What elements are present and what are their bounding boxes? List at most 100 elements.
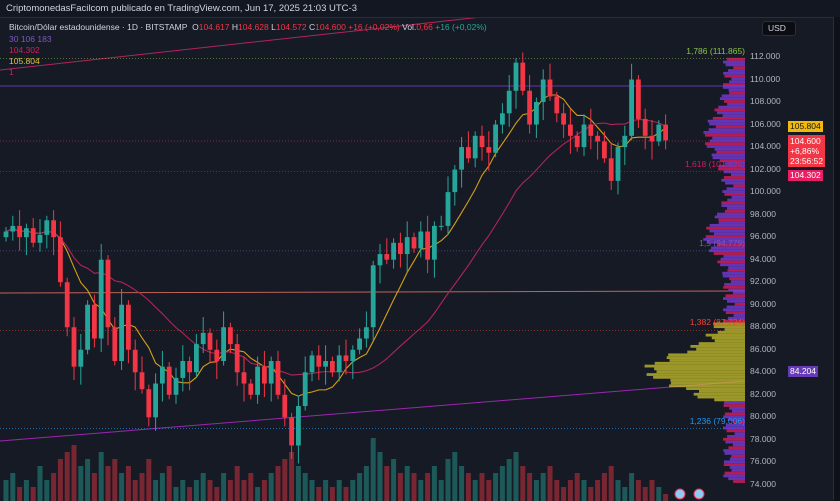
- volume-bar: [200, 473, 206, 501]
- candle-body: [629, 79, 634, 136]
- candle-body: [132, 349, 138, 373]
- volume-profile-bar: [733, 420, 745, 424]
- volume-bar: [363, 466, 369, 501]
- symbol-title[interactable]: Bitcoin/Dólar estadounidense · 1D · BITS…: [9, 22, 188, 32]
- volume-profile-bar: [733, 314, 745, 317]
- volume-profile-bar: [726, 305, 745, 309]
- volume-bar: [445, 459, 451, 501]
- volume-profile-bar: [709, 122, 745, 126]
- volume-profile-bar: [708, 128, 745, 132]
- volume-bar: [397, 473, 403, 501]
- volume-profile-bar: [722, 114, 745, 117]
- candle-body: [330, 361, 335, 373]
- volume-profile-bar: [706, 145, 745, 148]
- candle-body: [506, 90, 512, 114]
- candlestick-chart[interactable]: [0, 18, 833, 501]
- volume-profile-bar: [720, 263, 745, 267]
- volume-bar: [316, 487, 322, 501]
- candle-body: [51, 220, 56, 238]
- publisher-header: CriptomonedasFacilcom publicado en Tradi…: [0, 0, 840, 17]
- price-tick: 84.000: [750, 366, 776, 377]
- volume-bar: [248, 473, 254, 501]
- volume-profile-bar: [728, 477, 745, 481]
- volume-bar: [506, 459, 512, 501]
- volume-bar: [153, 480, 159, 501]
- price-tick: 88.000: [750, 321, 776, 332]
- volume-profile-bar: [731, 195, 745, 199]
- volume-bar: [132, 480, 138, 501]
- volume-bar: [44, 480, 50, 501]
- volume-profile-bar: [724, 74, 745, 78]
- ma-slow-price-tag: 104.302: [788, 170, 823, 181]
- fib-label: 1,382 (87.724): [689, 317, 745, 328]
- volume-profile-bar: [728, 69, 745, 72]
- volume-profile-bar: [725, 423, 745, 427]
- volume-bar: [3, 480, 9, 501]
- volume-bar: [629, 473, 635, 501]
- volume-profile-bar: [706, 226, 745, 230]
- volume-profile-bar: [705, 235, 745, 238]
- indicator-ma-slow[interactable]: 104.302: [9, 45, 40, 55]
- volume-bar: [404, 466, 410, 501]
- candle-body: [296, 406, 301, 446]
- volume-profile-bar: [728, 288, 745, 292]
- volume-profile-bar: [729, 91, 745, 95]
- volume-bar: [17, 487, 23, 501]
- candle-body: [656, 124, 662, 142]
- candle-body: [98, 259, 104, 339]
- volume-profile-bar: [723, 254, 745, 258]
- price-tick: 102.000: [750, 163, 781, 174]
- indicator-ma-fast[interactable]: 105.804: [9, 56, 40, 66]
- candle-body: [636, 79, 641, 119]
- volume-profile-bar: [724, 100, 745, 103]
- candle-body: [262, 366, 267, 384]
- candle-body: [520, 62, 526, 91]
- volume-bar: [622, 487, 628, 501]
- volume-profile-bar: [718, 221, 745, 224]
- volume-profile-bar: [709, 229, 745, 233]
- price-tick: 108.000: [750, 96, 781, 107]
- trendline-upper: [0, 18, 478, 71]
- last-price: 104.600: [790, 136, 821, 146]
- volume-profile-bar: [727, 316, 745, 320]
- chart-frame[interactable]: Bitcoin/Dólar estadounidense · 1D · BITS…: [0, 17, 833, 501]
- volume-profile-bar: [721, 201, 745, 205]
- candle-body: [608, 158, 614, 181]
- volume-profile-bar: [687, 350, 745, 354]
- volume-bar: [418, 480, 424, 501]
- volume-profile-bar: [656, 370, 745, 374]
- poc-price-tag: 84.204: [788, 366, 818, 377]
- candle-body: [166, 366, 172, 395]
- volume-profile-bar: [731, 173, 745, 177]
- price-tick: 92.000: [750, 276, 776, 287]
- volume-bar: [493, 473, 499, 501]
- volume-profile-bar: [717, 260, 745, 264]
- candle-body: [343, 355, 349, 362]
- volume-bar: [207, 480, 213, 501]
- volume-bar: [234, 466, 240, 501]
- volume-profile-bar: [726, 429, 745, 433]
- candle-body: [663, 124, 668, 141]
- price-tick: 86.000: [750, 343, 776, 354]
- volume-profile-bar: [719, 97, 745, 101]
- candle-body: [17, 225, 22, 238]
- currency-button[interactable]: USD: [762, 21, 796, 36]
- price-tick: 98.000: [750, 208, 776, 219]
- indicator-4[interactable]: 1: [9, 67, 14, 77]
- volume-profile-bar: [727, 102, 745, 106]
- volume-profile-bar: [718, 167, 745, 171]
- volume-profile-bar: [722, 271, 745, 275]
- low-label: L: [271, 22, 276, 32]
- candle-body: [105, 259, 111, 328]
- volume-bar: [459, 466, 465, 501]
- candle-body: [173, 377, 179, 395]
- volume-bar: [357, 473, 363, 501]
- volume-profile-bar: [723, 460, 745, 464]
- volume-bar: [71, 445, 77, 501]
- candle-body: [241, 372, 247, 384]
- indicator-vrvp[interactable]: 30 106 183: [9, 34, 52, 44]
- volume-profile-bar: [724, 162, 745, 165]
- volume-bar: [465, 473, 471, 501]
- volume-bar: [588, 487, 594, 501]
- volume-bar: [527, 473, 533, 501]
